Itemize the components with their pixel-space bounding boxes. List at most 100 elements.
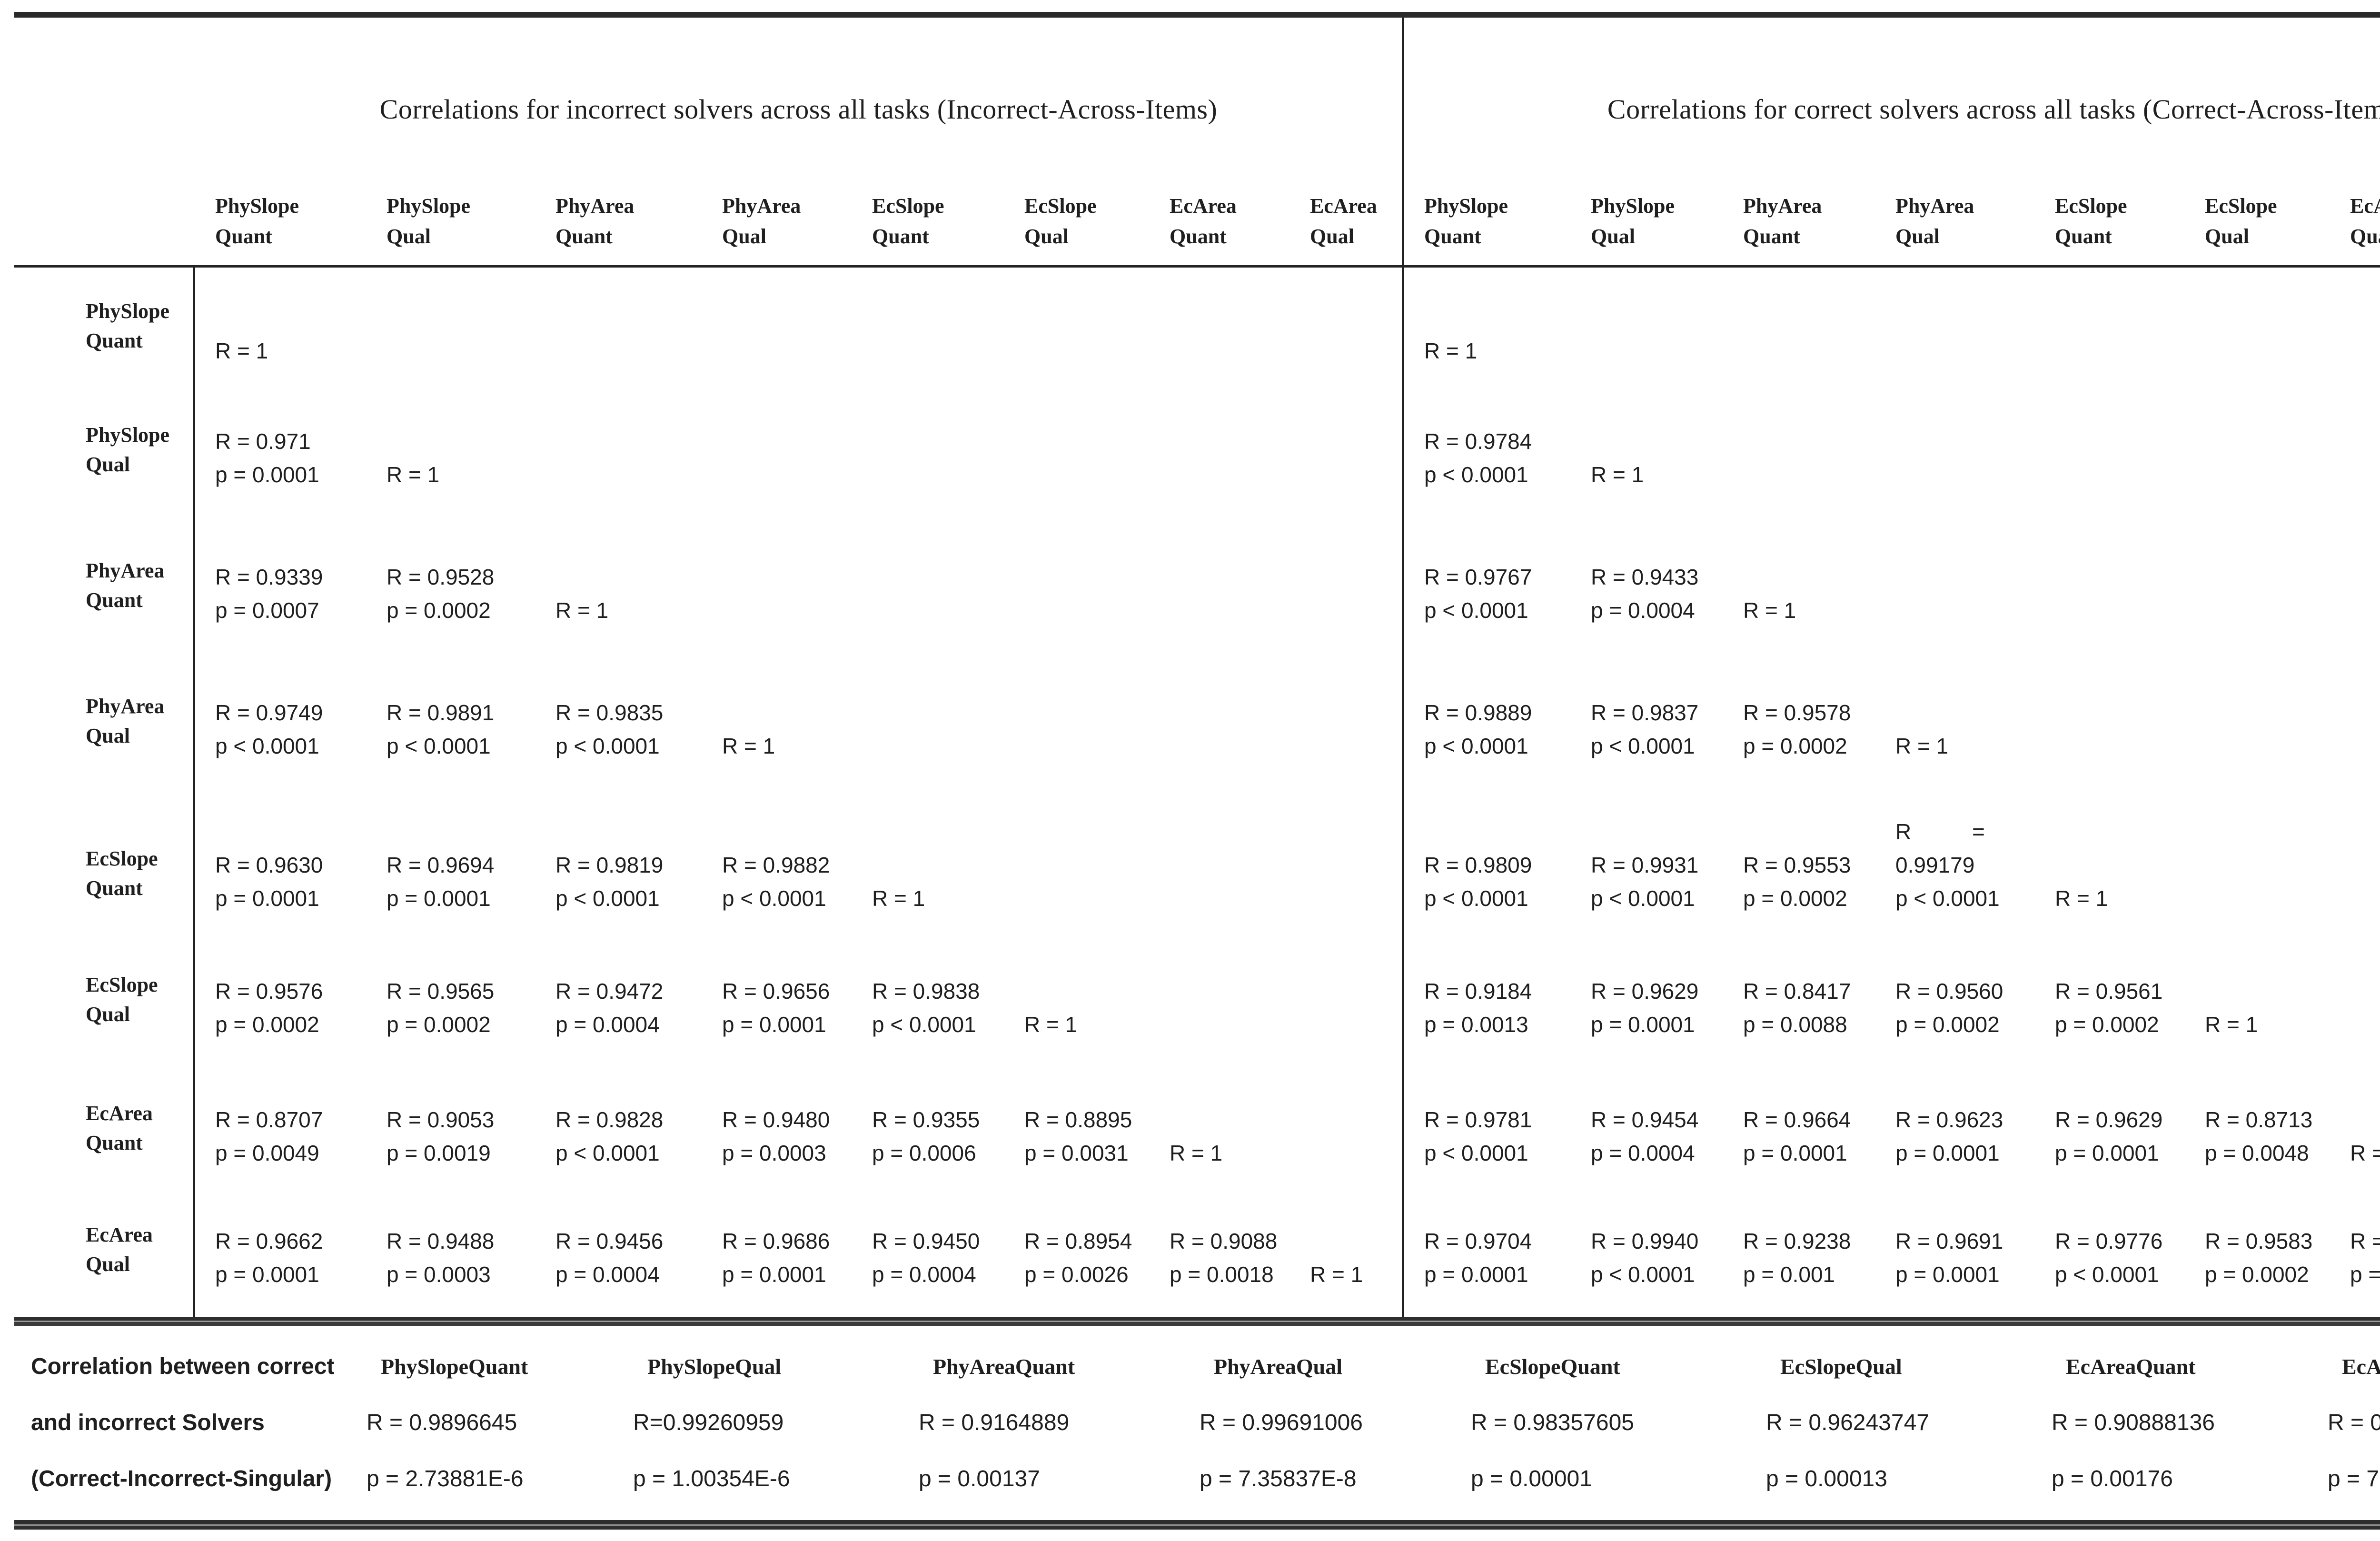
correlation-cell: R = 0.9809 p < 0.0001	[1404, 789, 1571, 941]
correlation-cell: R = 0.9819 p < 0.0001	[536, 789, 702, 941]
empty-cell	[2330, 268, 2380, 394]
column-header-line: PhySlope	[1424, 194, 1508, 218]
empty-cell	[702, 517, 852, 653]
empty-cell	[702, 394, 852, 517]
correlation-cell-line: R = 0.9347	[2350, 1229, 2380, 1253]
correlation-cell-line: p < 0.0001	[555, 1141, 660, 1165]
correlation-cell-line: R = 0.9749	[215, 700, 323, 725]
empty-cell	[1004, 653, 1150, 789]
empty-cell	[1723, 268, 1875, 394]
column-header-line: Qual	[2205, 225, 2249, 248]
correlation-cell-line: R = 0.9828	[555, 1107, 664, 1132]
correlation-cell-line: p < 0.0001	[1591, 734, 1695, 758]
correlation-cell-line: p = 0.0001	[722, 1262, 826, 1287]
column-header-line: PhyArea	[722, 194, 801, 218]
incorrect-panel-header-row: PhySlope Quant PhySlope Qual PhyArea Quant Phy…	[14, 175, 1402, 268]
correlation-cell: R = 0.9656 p = 0.0001	[702, 941, 852, 1067]
correlation-cell: R = 1	[1004, 941, 1150, 1067]
correlation-cell-line: R = 0.9694	[387, 853, 495, 877]
row-label-physlope-qual: PhySlope Qual	[14, 394, 195, 517]
correlation-cell-line: R = 0.9630	[215, 853, 323, 877]
correlation-cell-line: p = 0.0002	[1743, 734, 1847, 758]
bottom-p-value: p = 0.00001	[1471, 1466, 1592, 1491]
correlation-cell: R = 1	[1404, 268, 1571, 394]
correlation-cell-line: p < 0.0001	[1591, 886, 1695, 911]
row-label-ecslope-qual: EcSlope Qual	[14, 941, 195, 1067]
empty-cell	[2035, 653, 2185, 789]
column-header-line: Qual	[722, 225, 766, 248]
bottom-r-value: R=0.99260959	[633, 1410, 784, 1435]
empty-cell	[2330, 941, 2380, 1067]
column-header-line: EcSlope	[2055, 194, 2127, 218]
correlation-cell: R = 0.9691 p = 0.0001	[1875, 1196, 2035, 1317]
correlation-cell-line: R = 0.9882	[722, 853, 830, 877]
empty-cell	[1875, 517, 2035, 653]
correlation-cell-line: p = 0.0003	[722, 1141, 826, 1165]
correct-incorrect-singular-section: Correlation between correct PhySlopeQuant…	[14, 1326, 2380, 1507]
correlation-cell-line: R = 0.9576	[215, 979, 323, 1004]
correlation-cell-line: R = 0.9838	[872, 979, 980, 1004]
column-header-line: Quant	[872, 225, 929, 248]
correlation-cell: R = 0.9630 p = 0.0001	[195, 789, 367, 941]
empty-cell	[1150, 941, 1290, 1067]
column-header-line: Quant	[2350, 225, 2380, 248]
correlation-cell-line: R = 0.9433	[1591, 565, 1699, 589]
row-label-line: Quant	[86, 876, 143, 900]
column-header-physlope-quant: PhySlope Quant	[195, 175, 367, 265]
row-label-line: PhyArea	[86, 695, 165, 718]
correlation-cell-line: R = 1	[1310, 1262, 1363, 1287]
correlation-cell-line: p < 0.0001	[387, 734, 491, 758]
column-header-ecslope-quant: EcSlope Quant	[852, 175, 1004, 265]
correlation-cell-line: R = 0.9561	[2055, 979, 2163, 1004]
bottom-label-line: (Correct-Incorrect-Singular)	[31, 1466, 332, 1491]
correlation-cell-line: R = 0.9565	[387, 979, 495, 1004]
correlation-cell-line: p = 0.0004	[555, 1012, 660, 1037]
column-header-line: Quant	[215, 225, 272, 248]
row-label-line: EcArea	[86, 1102, 153, 1125]
empty-cell	[2035, 268, 2185, 394]
bottom-p-value: p = 2.73881E-6	[367, 1466, 524, 1491]
empty-cell	[852, 517, 1004, 653]
row-label-line: Qual	[86, 1003, 130, 1026]
column-header-line: PhySlope	[387, 194, 471, 218]
correlation-cell: R = 0.9456 p = 0.0004	[536, 1196, 702, 1317]
correlation-cell-line: p = 0.0001	[1895, 1141, 2000, 1165]
column-header-ecslope-qual: EcSlope Qual	[1004, 175, 1150, 265]
correlation-cell-line: R = 0.9339	[215, 565, 323, 589]
correlation-cell-line: R = 0.9578	[1743, 700, 1851, 725]
correlation-cell-line: p = 0.0002	[2055, 1012, 2159, 1037]
correlation-cell-line: R = 0.9528	[387, 565, 495, 589]
correlation-cell-line: p = 0.0004	[1591, 1141, 1695, 1165]
column-header-physlope-qual: PhySlope Qual	[367, 175, 536, 265]
correlation-cell: R = 0.9704 p = 0.0001	[1404, 1196, 1571, 1317]
correlation-cell-line: R = 1	[2055, 886, 2108, 911]
correlation-cell: R = 0.9576 p = 0.0002	[195, 941, 367, 1067]
correlation-cell-line: p = 0.0018	[1170, 1262, 1274, 1287]
empty-cell	[2035, 394, 2185, 517]
correlation-cell-line: p = 0.0031	[1024, 1141, 1129, 1165]
correlation-cell-line: R = 0.9456	[555, 1229, 664, 1253]
correlation-cell-line: p < 0.0001	[872, 1012, 976, 1037]
column-header-line: EcSlope	[872, 194, 944, 218]
bottom-p-value: p = 7.35837E-8	[1200, 1466, 1357, 1491]
empty-cell	[1004, 394, 1150, 517]
correlation-cell: R = 1	[2330, 1067, 2380, 1196]
correlation-cell: R = 0.9931 p < 0.0001	[1571, 789, 1723, 941]
correlation-cell-line: p = 0.0006	[872, 1141, 976, 1165]
correlation-cell: R = 0.9347 p = 0.0007	[2330, 1196, 2380, 1317]
correlation-cell-line: p = 0.0007	[2350, 1262, 2380, 1287]
row-label-line: Qual	[86, 1253, 130, 1276]
correlation-cell-line: R = 0.9835	[555, 700, 664, 725]
empty-cell	[852, 268, 1004, 394]
correlation-cell-line: p = 0.0004	[872, 1262, 976, 1287]
correlation-cell: R = 0.9784 p < 0.0001	[1404, 394, 1571, 517]
empty-cell	[2330, 789, 2380, 941]
correlation-cell-line: p = 0.0004	[1591, 598, 1695, 623]
correlation-cell: R = 1	[195, 268, 367, 394]
empty-cell	[536, 268, 702, 394]
correlation-cell-line: p < 0.0001	[1424, 462, 1528, 487]
empty-cell	[367, 268, 536, 394]
empty-cell	[1571, 268, 1723, 394]
row-label-line: EcSlope	[86, 973, 158, 996]
